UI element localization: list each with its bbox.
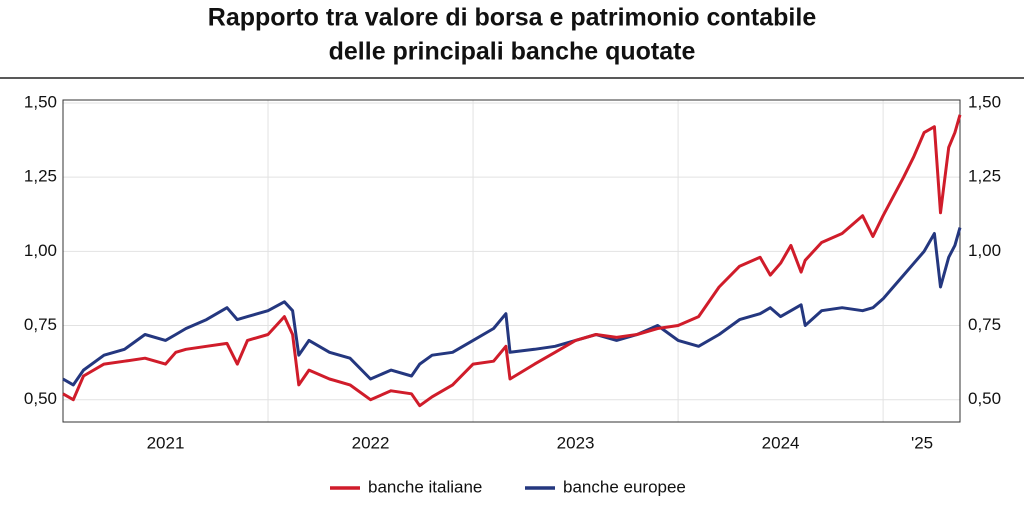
x-tick-label: 2021 [147, 433, 185, 452]
legend-label: banche italiane [368, 477, 482, 496]
y-tick-label: 1,25 [24, 167, 57, 186]
series-line [62, 114, 962, 408]
x-tick-label: 2024 [762, 433, 800, 452]
x-tick-label: 2022 [352, 433, 390, 452]
y-tick-label: 0,50 [24, 389, 57, 408]
x-tick-label: 2023 [557, 433, 595, 452]
series-line [62, 227, 962, 387]
y-tick-label: 1,00 [24, 241, 57, 260]
y2-tick-label: 1,00 [968, 241, 1001, 260]
y2-tick-label: 1,50 [968, 92, 1001, 111]
y2-tick-label: 1,25 [968, 167, 1001, 186]
chart-title: Rapporto tra valore di borsa e patrimoni… [208, 4, 817, 32]
legend-label: banche europee [563, 477, 686, 496]
x-tick-label: '25 [911, 433, 933, 452]
y2-tick-label: 0,75 [968, 315, 1001, 334]
y-tick-label: 1,50 [24, 92, 57, 111]
y2-tick-label: 0,50 [968, 389, 1001, 408]
plot-frame [62, 99, 961, 423]
chart-title: delle principali banche quotate [329, 38, 696, 66]
y-tick-label: 0,75 [24, 315, 57, 334]
